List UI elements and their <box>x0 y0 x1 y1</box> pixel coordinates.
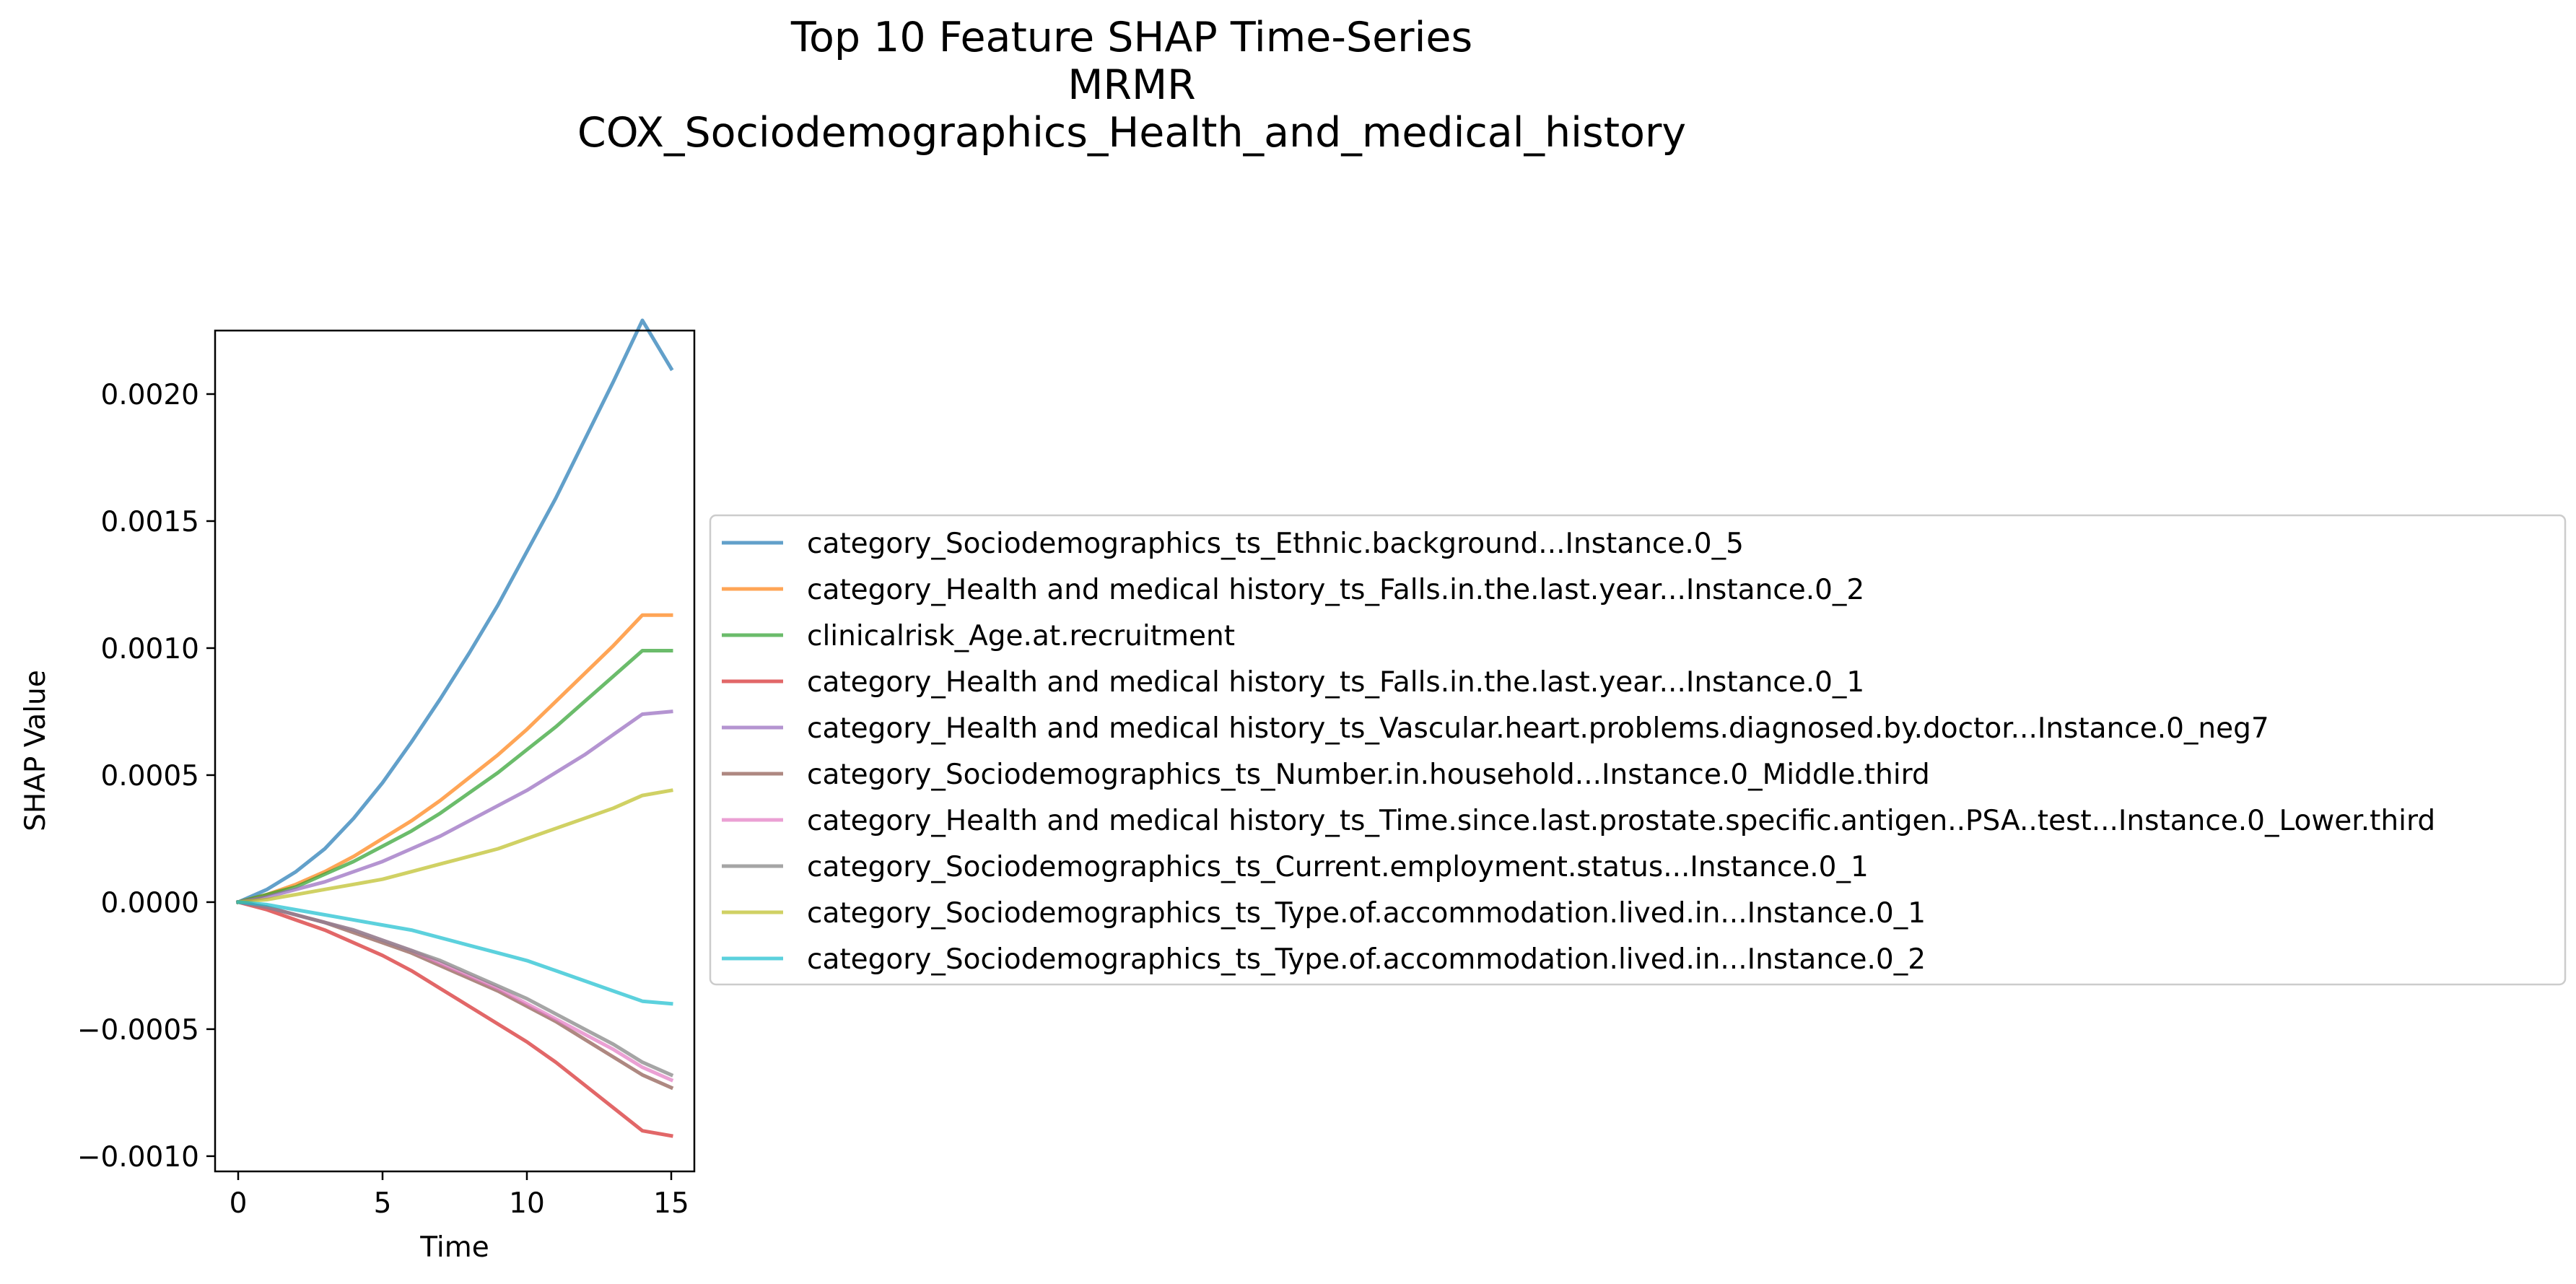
title-line-2: MRMR <box>1067 61 1196 109</box>
y-tick-label: 0.0020 <box>101 379 199 411</box>
legend-label-8: category_Sociodemographics_ts_Current.em… <box>807 851 1869 883</box>
x-tick-label: 10 <box>509 1187 545 1220</box>
legend-label-1: category_Sociodemographics_ts_Ethnic.bac… <box>807 528 1744 560</box>
chart-title: Top 10 Feature SHAP Time-Series MRMR COX… <box>577 14 1686 157</box>
series-line-1 <box>235 318 674 905</box>
y-tick-label: 0.0005 <box>101 760 199 792</box>
plot-lines <box>235 318 674 1138</box>
legend-label-5: category_Health and medical history_ts_V… <box>807 712 2269 745</box>
legend-box <box>709 514 2567 986</box>
x-axis-label: Time <box>419 1231 489 1264</box>
legend-label-10: category_Sociodemographics_ts_Type.of.ac… <box>807 943 1926 976</box>
legend: category_Sociodemographics_ts_Ethnic.bac… <box>709 514 2567 986</box>
legend-label-6: category_Sociodemographics_ts_Number.in.… <box>807 759 1930 791</box>
series-line-8 <box>236 900 674 1078</box>
x-tick-label: 5 <box>374 1187 392 1220</box>
legend-label-7: category_Health and medical history_ts_T… <box>807 805 2435 837</box>
legend-label-9: category_Sociodemographics_ts_Type.of.ac… <box>807 897 1926 930</box>
series-line-2 <box>235 613 673 904</box>
series-line-5 <box>236 709 673 904</box>
x-axis-ticks: 0 5 10 15 <box>230 1171 689 1220</box>
legend-label-4: category_Health and medical history_ts_F… <box>807 666 1864 699</box>
y-tick-label: 0.0000 <box>101 887 199 920</box>
y-tick-label: −0.0005 <box>77 1014 199 1047</box>
series-line-4 <box>235 899 673 1138</box>
series-line-3 <box>235 649 673 904</box>
title-line-1: Top 10 Feature SHAP Time-Series <box>790 14 1472 61</box>
plot-frame <box>214 329 696 1173</box>
y-tick-label: 0.0015 <box>101 506 199 538</box>
y-axis-label: SHAP Value <box>19 670 52 831</box>
y-axis-ticks: −0.0010 −0.0005 0.0000 0.0005 0.0010 0.0015 0.… <box>77 379 215 1174</box>
series-line-9 <box>236 788 673 904</box>
legend-label-3: clinicalrisk_Age.at.recruitment <box>807 620 1235 652</box>
series-line-10 <box>236 900 673 1006</box>
title-line-3: COX_Sociodemographics_Health_and_medical… <box>577 109 1686 157</box>
x-tick-label: 15 <box>653 1187 689 1220</box>
legend-label-2: category_Health and medical history_ts_F… <box>807 574 1864 606</box>
x-tick-label: 0 <box>230 1187 248 1220</box>
y-tick-label: 0.0010 <box>101 633 199 665</box>
y-tick-label: −0.0010 <box>77 1141 199 1174</box>
